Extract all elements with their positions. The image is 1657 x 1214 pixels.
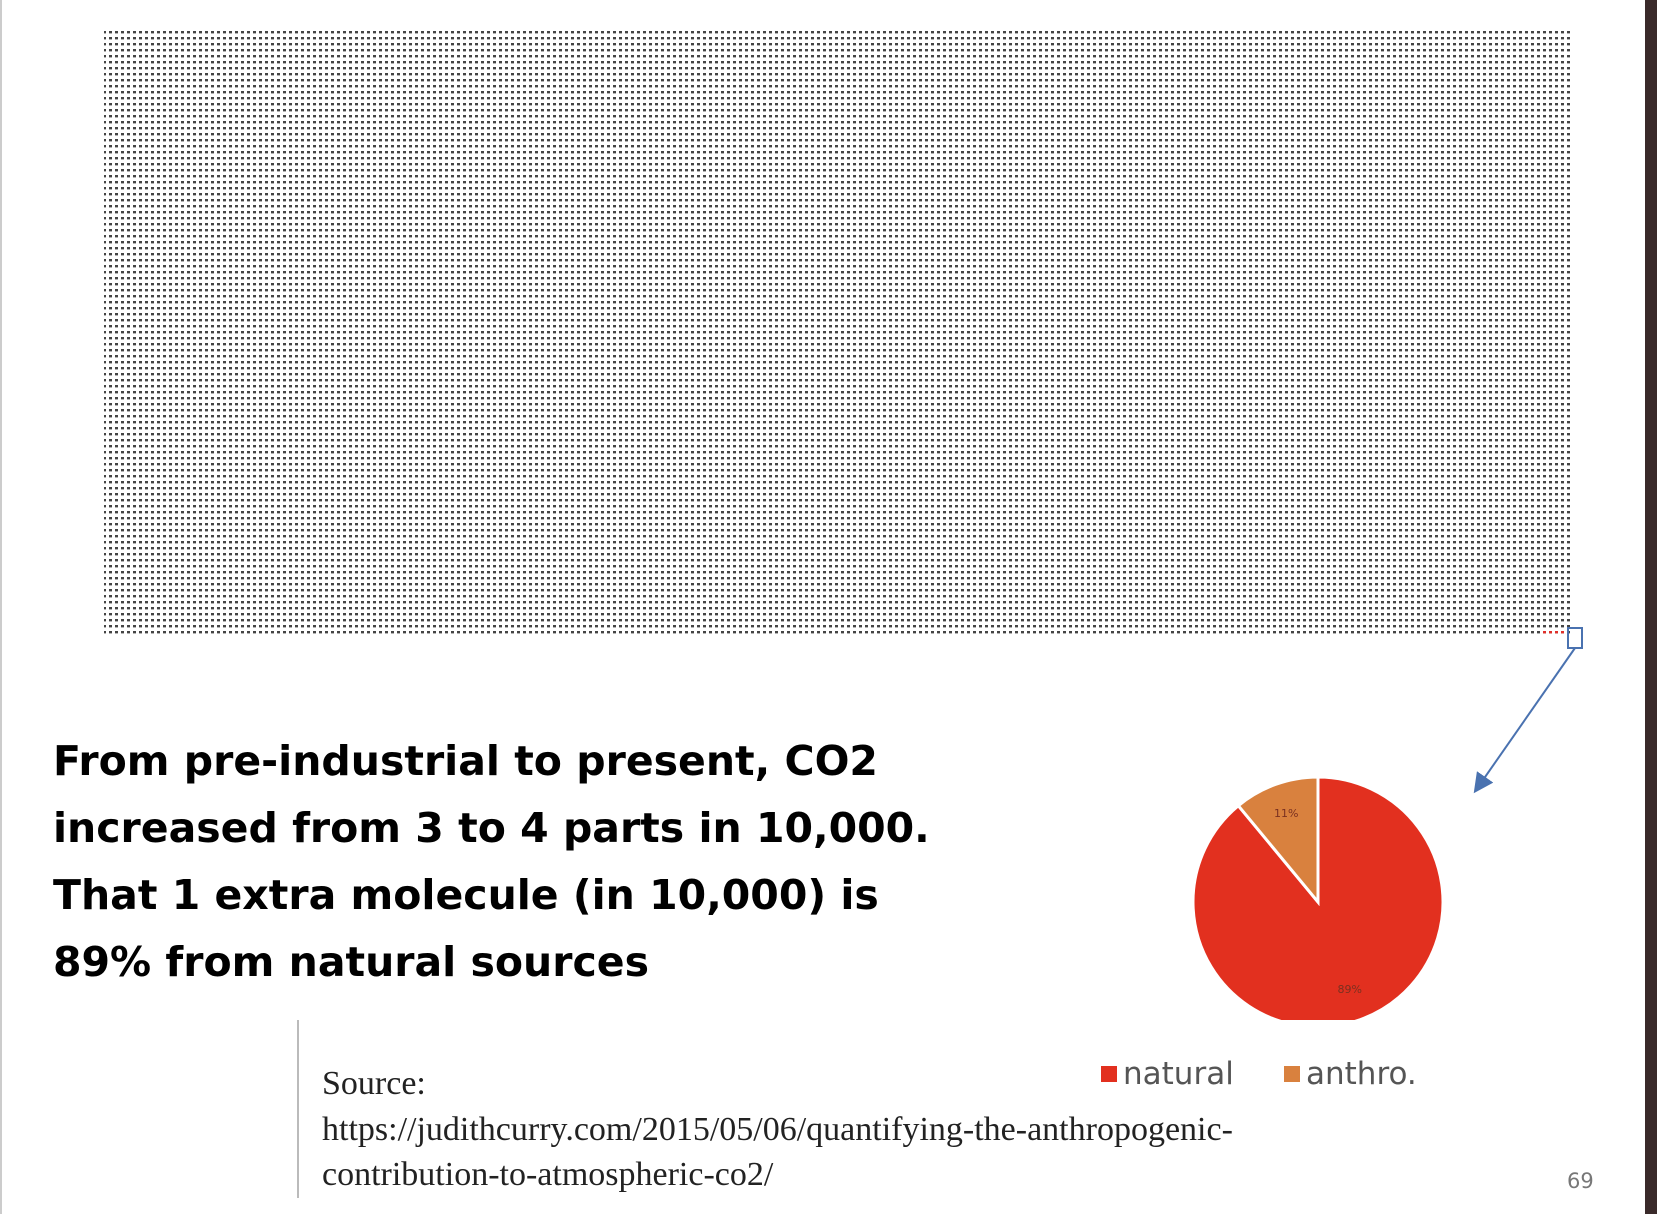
right-edge: [1645, 0, 1657, 1214]
pie-slice: [1191, 775, 1445, 1020]
pointer-arrow: [1473, 647, 1576, 794]
headline-line: From pre-industrial to present, CO2: [53, 737, 878, 785]
molecule-grid: [104, 30, 1570, 636]
legend-swatch: [1284, 1066, 1300, 1082]
source-label: Source:: [322, 1065, 426, 1102]
headline-line: 89% from natural sources: [53, 938, 649, 986]
headline-line: increased from 3 to 4 parts in 10,000.: [53, 804, 930, 852]
pie: 89% 11%: [1191, 775, 1445, 1020]
pie-slice: [1236, 775, 1320, 907]
headline: From pre-industrial to present, CO2 incr…: [53, 737, 930, 986]
highlight-box: [1567, 627, 1583, 649]
legend-label: natural: [1123, 1056, 1234, 1092]
source-url: contribution-to-atmospheric-co2/: [322, 1156, 774, 1193]
left-edge: [0, 0, 2, 1214]
source-url: https://judithcurry.com/2015/05/06/quant…: [322, 1111, 1233, 1148]
slice-label: 89%: [1338, 983, 1362, 996]
extra-molecules: [1540, 630, 1566, 636]
slice-label: 11%: [1274, 807, 1298, 820]
legend-label: anthro.: [1306, 1056, 1417, 1092]
page-number: 69: [1567, 1169, 1594, 1193]
legend: natural anthro.: [1101, 1056, 1417, 1092]
headline-line: That 1 extra molecule (in 10,000) is: [53, 871, 879, 919]
legend-swatch: [1101, 1066, 1117, 1082]
